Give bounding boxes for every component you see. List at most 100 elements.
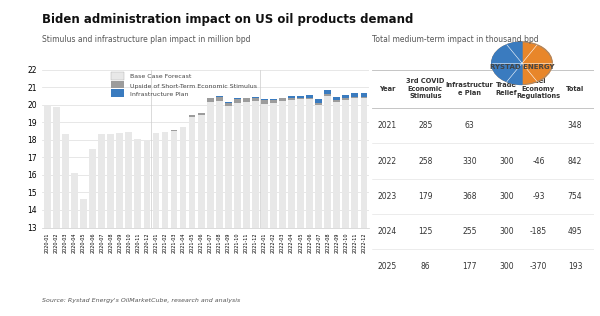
Bar	[170, 131, 178, 316]
Bar	[270, 103, 277, 316]
Bar	[352, 97, 358, 99]
Text: 255: 255	[463, 227, 477, 236]
Bar	[243, 98, 250, 99]
Bar	[111, 81, 124, 88]
Text: Stimulus and infrastructure plan impact in million bpd: Stimulus and infrastructure plan impact …	[42, 35, 251, 44]
Text: 330: 330	[463, 156, 477, 166]
Text: 300: 300	[499, 192, 514, 201]
Bar	[288, 98, 295, 100]
Bar	[270, 99, 277, 100]
Text: 3rd COVID
Economic
Stimulus: 3rd COVID Economic Stimulus	[406, 78, 445, 99]
Bar	[316, 105, 322, 316]
Text: 2025: 2025	[378, 262, 397, 271]
Text: Trade
Relief: Trade Relief	[496, 82, 517, 96]
Bar	[207, 98, 214, 99]
Bar	[279, 99, 286, 101]
Text: Base Case Forecast: Base Case Forecast	[130, 74, 192, 79]
Bar	[270, 100, 277, 103]
Text: Total medium-term impact in thousand bpd: Total medium-term impact in thousand bpd	[372, 35, 539, 44]
Text: -46: -46	[532, 156, 545, 166]
Bar	[334, 97, 340, 100]
Bar	[261, 99, 268, 100]
Bar	[288, 96, 295, 98]
Bar	[216, 97, 223, 101]
Text: Biden administration impact on US oil products demand: Biden administration impact on US oil pr…	[42, 13, 413, 26]
Text: 285: 285	[418, 121, 433, 130]
Circle shape	[492, 42, 552, 84]
Bar	[352, 93, 358, 97]
Text: 368: 368	[463, 192, 477, 201]
Bar	[243, 102, 250, 316]
Bar	[44, 106, 51, 316]
Bar	[225, 103, 232, 106]
Bar	[343, 95, 349, 99]
Bar	[116, 133, 123, 316]
Text: -93: -93	[532, 192, 545, 201]
Bar	[234, 103, 241, 316]
Text: Total: Total	[566, 86, 584, 92]
Bar	[225, 102, 232, 103]
Bar	[361, 93, 367, 97]
Text: 179: 179	[418, 192, 433, 201]
Bar	[279, 101, 286, 316]
Bar	[297, 99, 304, 316]
Text: 2023: 2023	[378, 192, 397, 201]
Wedge shape	[492, 42, 522, 84]
Text: 300: 300	[499, 156, 514, 166]
Bar	[161, 132, 169, 316]
Bar	[252, 101, 259, 316]
Text: 300: 300	[499, 227, 514, 236]
Bar	[325, 90, 331, 94]
Bar	[343, 99, 349, 100]
Bar	[297, 96, 304, 98]
Bar	[325, 96, 331, 316]
Text: 2024: 2024	[378, 227, 397, 236]
Bar	[71, 173, 78, 316]
Bar	[225, 106, 232, 316]
Bar	[62, 135, 69, 316]
Bar	[207, 99, 214, 102]
Bar	[306, 99, 313, 316]
Bar	[143, 140, 150, 316]
Text: 495: 495	[568, 227, 583, 236]
Text: Source: Rystad Energy's OilMarketCube, research and analysis: Source: Rystad Energy's OilMarketCube, r…	[42, 298, 240, 303]
Text: 177: 177	[463, 262, 477, 271]
Bar	[170, 130, 178, 131]
Bar	[279, 98, 286, 99]
Text: 193: 193	[568, 262, 583, 271]
Text: 258: 258	[418, 156, 433, 166]
Bar	[98, 135, 105, 316]
Bar	[207, 102, 214, 316]
Text: 86: 86	[421, 262, 430, 271]
Bar	[216, 101, 223, 316]
Bar	[198, 115, 205, 316]
Bar	[261, 100, 268, 104]
Bar	[361, 97, 367, 99]
Text: Year: Year	[379, 86, 396, 92]
Bar	[134, 139, 141, 316]
Text: 125: 125	[418, 227, 433, 236]
Bar	[306, 98, 313, 99]
Bar	[189, 117, 196, 316]
Text: 300: 300	[499, 262, 514, 271]
Bar	[261, 104, 268, 316]
Bar	[125, 132, 132, 316]
Text: 2021: 2021	[378, 121, 397, 130]
Bar	[53, 107, 60, 316]
Text: 754: 754	[568, 192, 583, 201]
Bar	[179, 127, 187, 316]
Bar	[243, 99, 250, 102]
Bar	[334, 102, 340, 316]
Bar	[316, 103, 322, 105]
Bar	[80, 199, 87, 316]
Bar	[189, 115, 196, 117]
Text: Infrastructur
e Plan: Infrastructur e Plan	[446, 82, 494, 96]
Text: RYSTAD ENERGY: RYSTAD ENERGY	[490, 64, 554, 70]
Bar	[216, 96, 223, 97]
Bar	[252, 97, 259, 98]
Bar	[343, 100, 349, 316]
Text: Fuel
Economy
Regulations: Fuel Economy Regulations	[517, 78, 560, 99]
Bar	[334, 100, 340, 102]
Bar	[234, 99, 241, 103]
Bar	[316, 99, 322, 103]
